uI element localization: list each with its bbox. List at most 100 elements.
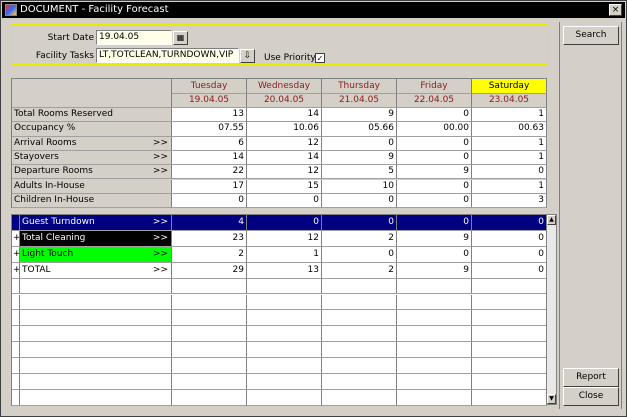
stat-row-label[interactable]: Arrival Rooms >>	[12, 136, 172, 151]
empty-row	[20, 358, 172, 374]
task-value: 2	[322, 230, 397, 247]
stat-value: 1	[472, 179, 547, 194]
stat-label: Departure Rooms	[14, 166, 93, 177]
scroll-down-icon[interactable]: ▼	[547, 394, 556, 404]
facility-tasks-grid: Guest Turndown >> 4 0 0 0 0 + Total Cleaning >> 23…	[11, 214, 547, 406]
empty-cell	[397, 389, 472, 406]
drill-down-icon[interactable]: >>	[152, 137, 168, 148]
day-header: Saturday	[472, 79, 547, 94]
empty-cell	[247, 278, 322, 295]
empty-cell	[322, 326, 397, 343]
facility-tasks-input[interactable]: LT,TOTCLEAN,TURNDOWN,VIP	[96, 48, 239, 63]
empty-cell	[397, 342, 472, 359]
empty-cell	[247, 358, 322, 374]
stat-label: Stayovers	[14, 151, 59, 162]
empty-row	[20, 374, 172, 390]
task-label: TOTAL	[22, 264, 51, 275]
row-marker	[12, 310, 20, 327]
row-marker	[12, 374, 20, 390]
empty-cell	[472, 326, 547, 343]
task-value: 2	[172, 246, 247, 263]
drill-down-icon[interactable]: >>	[152, 166, 168, 177]
task-value: 0	[322, 215, 397, 231]
stat-value: 22	[172, 165, 247, 180]
scroll-up-icon[interactable]: ▲	[547, 215, 556, 225]
task-value: 29	[172, 262, 247, 279]
empty-cell	[472, 389, 547, 406]
close-button[interactable]: Close	[563, 387, 619, 406]
stat-value: 00.00	[397, 122, 472, 137]
stat-value: 07.55	[172, 122, 247, 137]
task-value: 0	[472, 230, 547, 247]
stat-value: 15	[247, 179, 322, 194]
start-date-label: Start Date	[47, 33, 94, 43]
row-marker: +	[12, 262, 20, 279]
task-row-label[interactable]: TOTAL >>	[20, 262, 172, 279]
stat-value: 9	[322, 108, 397, 123]
task-row-label[interactable]: Total Cleaning >>	[20, 230, 172, 247]
task-value: 0	[322, 246, 397, 263]
empty-cell	[472, 294, 547, 311]
stat-value: 0	[397, 193, 472, 209]
stat-value: 14	[172, 150, 247, 166]
empty-cell	[322, 389, 397, 406]
drill-down-icon[interactable]: >>	[152, 248, 168, 259]
stat-value: 0	[472, 165, 547, 180]
stat-value: 0	[247, 193, 322, 209]
stat-row-label[interactable]: Departure Rooms >>	[12, 165, 172, 180]
button-panel	[559, 22, 622, 409]
facility-tasks-label: Facility Tasks	[35, 51, 94, 61]
row-marker	[12, 358, 20, 374]
stat-value: 10	[322, 179, 397, 194]
stat-row-label[interactable]: Stayovers >>	[12, 150, 172, 166]
stat-value: 14	[247, 108, 322, 123]
empty-cell	[472, 310, 547, 327]
corner-header	[12, 79, 172, 108]
stat-value: 5	[322, 165, 397, 180]
stat-row-label: Adults In-House	[12, 179, 172, 194]
empty-cell	[397, 294, 472, 311]
calendar-icon[interactable]: ▦	[173, 31, 188, 45]
use-priority-checkbox[interactable]: ✓	[315, 53, 325, 63]
task-row-label[interactable]: Guest Turndown >>	[20, 215, 172, 231]
report-button[interactable]: Report	[563, 368, 619, 387]
date-header: 23.04.05	[472, 94, 547, 108]
stat-value: 1	[472, 108, 547, 123]
drill-down-icon[interactable]: >>	[152, 264, 168, 275]
empty-cell	[322, 294, 397, 311]
drill-down-icon[interactable]: >>	[152, 232, 168, 243]
task-value: 1	[247, 246, 322, 263]
empty-cell	[172, 326, 247, 343]
day-header: Wednesday	[247, 79, 322, 94]
empty-cell	[172, 278, 247, 295]
empty-cell	[322, 310, 397, 327]
empty-cell	[472, 278, 547, 295]
dropdown-arrow-icon[interactable]: ⇩	[240, 49, 255, 63]
close-window-button[interactable]: ×	[609, 4, 622, 16]
stat-value: 10.06	[247, 122, 322, 137]
date-header: 21.04.05	[322, 94, 397, 108]
task-value: 9	[397, 230, 472, 247]
stat-value: 13	[172, 108, 247, 123]
row-marker: +	[12, 246, 20, 263]
empty-cell	[172, 389, 247, 406]
task-value: 4	[172, 215, 247, 231]
empty-cell	[247, 294, 322, 311]
task-row-label[interactable]: Light Touch >>	[20, 246, 172, 263]
title-bar: DOCUMENT - Facility Forecast ×	[2, 2, 625, 18]
drill-down-icon[interactable]: >>	[152, 217, 168, 227]
stat-value: 05.66	[322, 122, 397, 137]
stat-value: 6	[172, 136, 247, 151]
empty-cell	[322, 374, 397, 390]
empty-cell	[172, 374, 247, 390]
task-label: Total Cleaning	[22, 232, 86, 243]
empty-cell	[397, 374, 472, 390]
start-date-input[interactable]: 19.04.05	[96, 30, 172, 45]
vertical-scrollbar[interactable]: ▲ ▼	[546, 214, 557, 405]
statistics-grid: Tuesday 19.04.05 Wednesday 20.04.05 Thursday…	[11, 78, 547, 209]
drill-down-icon[interactable]: >>	[152, 151, 168, 162]
row-marker	[12, 215, 20, 231]
task-value: 0	[247, 215, 322, 231]
search-button[interactable]: Search	[563, 26, 619, 45]
stat-row-label: Occupancy %	[12, 122, 172, 137]
